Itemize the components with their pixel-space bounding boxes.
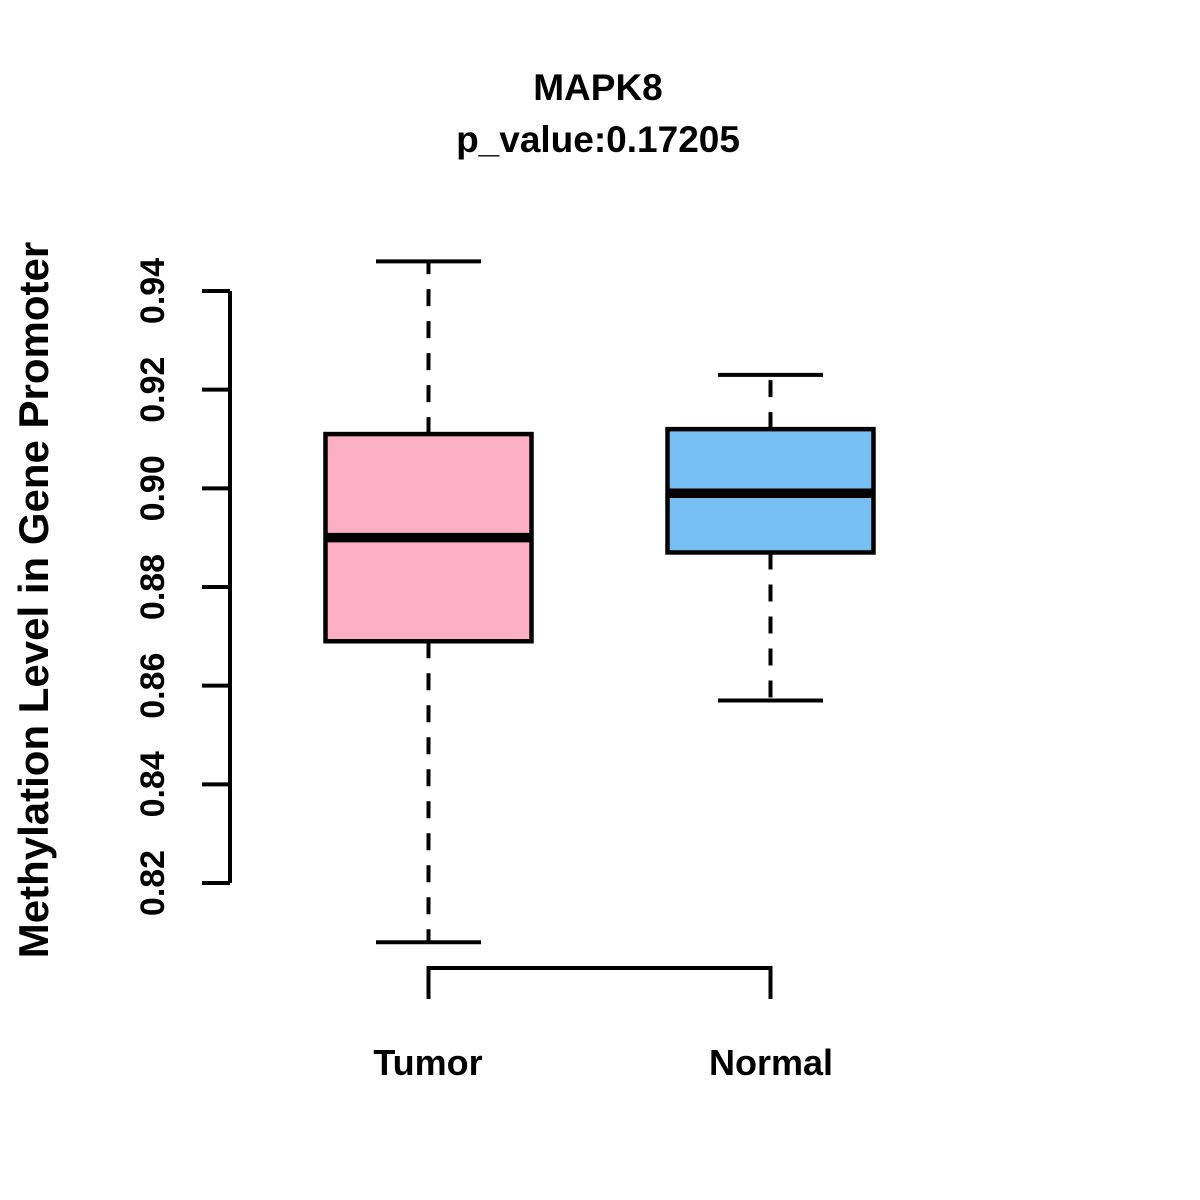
category-label-tumor: Tumor (373, 1042, 483, 1083)
y-tick-label: 0.90 (134, 455, 172, 521)
y-tick-label: 0.86 (134, 653, 172, 719)
chart-title: MAPK8 (533, 67, 663, 108)
y-tick-label: 0.88 (134, 554, 172, 620)
category-label-normal: Normal (708, 1042, 834, 1083)
y-tick-label: 0.82 (134, 850, 172, 916)
box-group-tumor (323, 259, 534, 945)
y-tick-label: 0.84 (134, 751, 172, 817)
chart-pvalue-subtitle: p_value:0.17205 (456, 119, 740, 160)
y-axis: 0.82 0.84 0.86 0.88 0.90 0.92 0.94 (134, 258, 232, 916)
y-tick-label: 0.94 (134, 258, 172, 324)
box-group-normal (665, 372, 876, 703)
y-tick-label: 0.92 (134, 357, 172, 423)
x-axis-bracket (426, 966, 773, 999)
